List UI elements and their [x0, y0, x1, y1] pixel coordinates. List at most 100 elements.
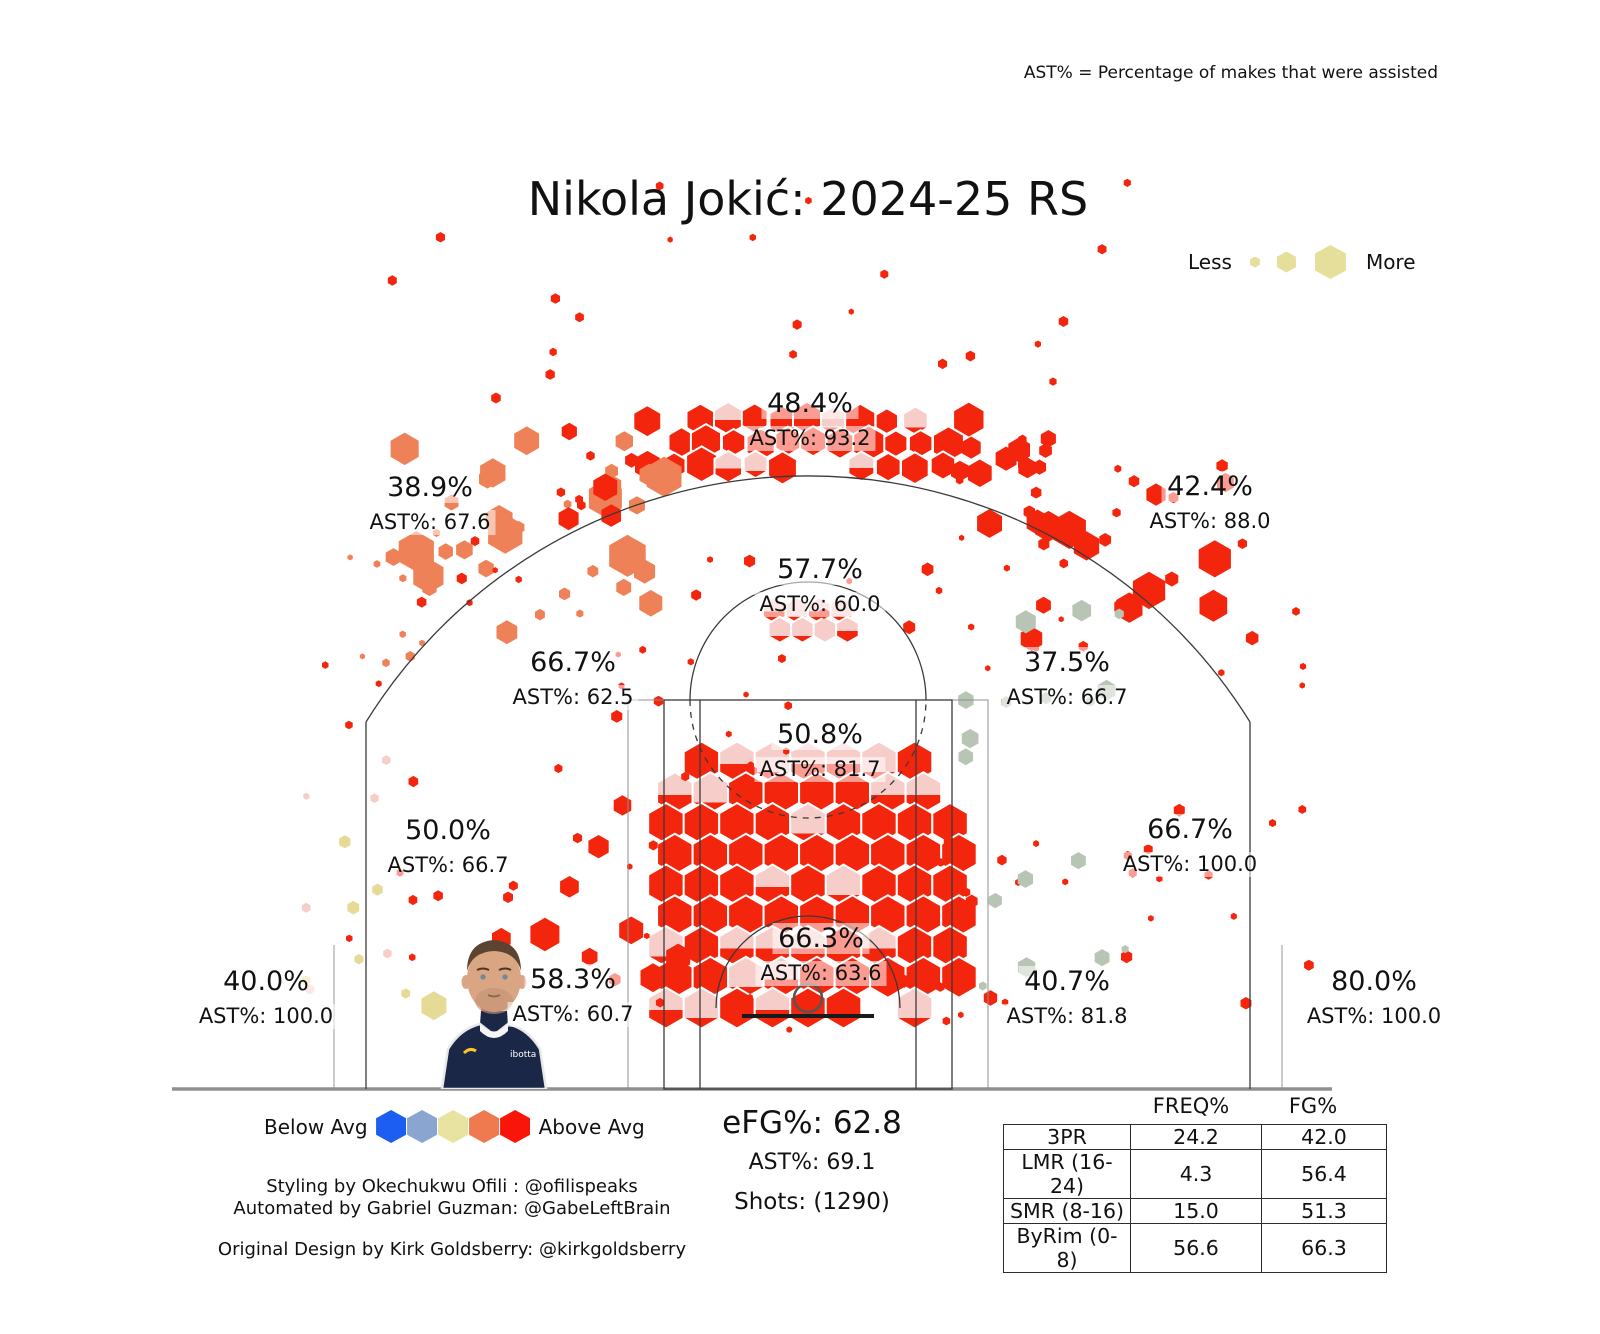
shot-hex	[1216, 459, 1228, 473]
shot-hex	[666, 943, 691, 972]
freq-cell: 4.3	[1130, 1149, 1262, 1199]
shot-hex	[1072, 599, 1092, 622]
shot-hex	[965, 350, 976, 362]
shot-hex	[1032, 459, 1047, 475]
shot-hex	[786, 1026, 793, 1033]
shot-hex	[398, 531, 434, 572]
zone-fg-pct: 40.0%	[217, 966, 315, 997]
zone-ast-pct: AST%: 93.2	[744, 426, 876, 451]
shot-hex	[399, 630, 406, 638]
shot-hex	[903, 620, 916, 635]
zone-ast-pct: AST%: 81.8	[1001, 1004, 1133, 1029]
shot-hex	[898, 754, 904, 761]
zone-label-left-corner-3: 40.0% AST%: 100.0	[193, 966, 339, 1029]
shot-hex	[778, 654, 786, 664]
shot-hex	[301, 902, 311, 913]
zone-label-left-baseline-short: 58.3% AST%: 60.7	[507, 964, 639, 1027]
shot-hex	[1003, 564, 1010, 572]
jersey-sponsor-text: ibotta	[510, 1050, 536, 1060]
fg-cell: 66.3	[1261, 1223, 1387, 1273]
shot-hex	[639, 590, 663, 617]
shot-hex	[1292, 607, 1300, 616]
shot-hex	[985, 665, 991, 672]
shot-hex	[902, 405, 929, 437]
shot-hex	[847, 450, 876, 483]
zone-fg-pct: 38.9%	[381, 472, 479, 503]
shot-hex	[805, 196, 812, 205]
zone-fg-pct: 58.3%	[524, 964, 622, 995]
size-legend-less-label: Less	[1188, 250, 1232, 274]
shot-hex	[550, 293, 560, 304]
shot-hex	[601, 504, 621, 527]
shot-hex	[1017, 870, 1034, 888]
shot-hex	[961, 436, 981, 459]
zone-range-cell: SMR (8-16)	[1003, 1198, 1131, 1224]
zone-ast-pct: AST%: 60.0	[754, 592, 886, 617]
shot-hex	[508, 880, 518, 891]
shot-hex	[1148, 915, 1154, 922]
shot-hex	[962, 887, 971, 897]
shot-hex	[559, 587, 571, 601]
shot-hex	[988, 893, 1002, 909]
shot-hex	[354, 953, 364, 965]
zone-range-cell: 3PR	[1003, 1124, 1131, 1150]
shot-hex	[563, 499, 572, 509]
credit-styling: Styling by Okechukwu Ofili : @ofilispeak…	[266, 1176, 638, 1197]
shot-hex	[967, 459, 992, 487]
shot-hex	[936, 982, 945, 992]
shot-hex	[456, 540, 473, 560]
shot-hex	[1040, 430, 1056, 448]
zone-label-left-mid: 66.7% AST%: 62.5	[507, 647, 639, 710]
shot-hex	[691, 589, 702, 601]
color-swatch-far-above-icon	[500, 1110, 531, 1143]
shot-hex	[1121, 945, 1129, 954]
shot-hex	[1018, 457, 1037, 479]
shot-hex	[408, 775, 419, 788]
shot-hex	[647, 986, 685, 1030]
shot-hex	[709, 965, 717, 974]
shot-hex	[372, 883, 383, 896]
shot-hex	[940, 955, 978, 999]
shot-hex	[1132, 571, 1166, 610]
shot-hex	[373, 560, 381, 568]
shot-hex	[303, 792, 310, 800]
shot-hex	[383, 948, 392, 959]
shot-hex	[938, 358, 948, 370]
shot-hex	[456, 572, 467, 585]
shot-hex	[345, 720, 353, 730]
zone-label-right-baseline-short: 40.7% AST%: 81.8	[1001, 966, 1133, 1029]
shot-hex	[588, 835, 609, 859]
shot-hex	[835, 615, 860, 644]
shot-hex	[1269, 819, 1276, 828]
shot-hex	[556, 487, 566, 498]
ast-stat: AST%: 69.1	[748, 1150, 876, 1175]
three-point-arc	[365, 475, 1251, 723]
shot-hex	[408, 894, 418, 906]
shot-hex	[790, 615, 815, 644]
shot-hex	[339, 835, 351, 849]
fg-column-header: FG%	[1288, 1094, 1338, 1118]
shot-hex	[968, 623, 975, 631]
shot-hex	[648, 840, 658, 851]
shot-hex	[784, 701, 792, 711]
shot-hex	[937, 858, 945, 867]
shot-hex	[983, 990, 998, 1006]
shot-hex	[792, 319, 802, 330]
shot-hex	[549, 347, 557, 357]
shot-hex	[640, 963, 666, 993]
zone-label-rim: 66.3% AST%: 63.6	[755, 923, 887, 986]
shot-hex	[687, 658, 694, 666]
shot-hex	[496, 620, 518, 645]
shot-hex	[957, 826, 965, 835]
shot-hex	[1121, 950, 1133, 964]
shot-hex	[1112, 507, 1121, 518]
shot-hex	[619, 916, 644, 945]
zone-ast-pct: AST%: 60.7	[507, 1002, 639, 1027]
shot-hex	[1058, 616, 1064, 623]
table-row: LMR (16-24) 4.3 56.4	[1003, 1149, 1387, 1199]
freq-cell: 56.6	[1130, 1223, 1262, 1273]
shot-hex	[681, 771, 690, 782]
shot-hex	[746, 993, 753, 1001]
shot-hex	[713, 449, 743, 484]
shot-hex	[1038, 537, 1050, 551]
